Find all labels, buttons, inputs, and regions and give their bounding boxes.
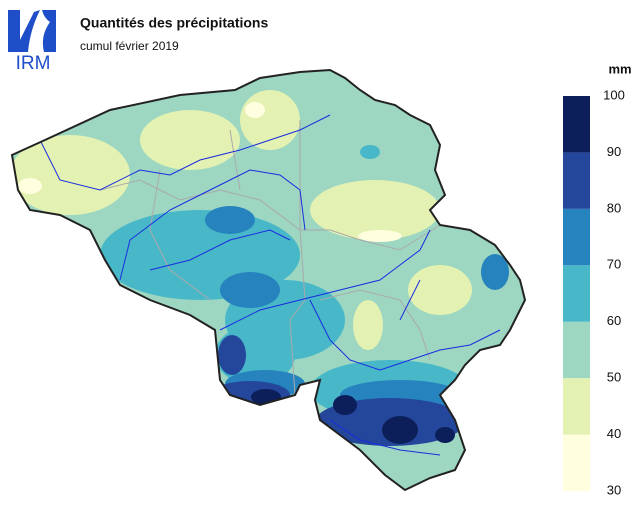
legend-tick-label: 80: [607, 200, 621, 215]
zone: [360, 145, 380, 159]
legend-swatch: [563, 321, 590, 379]
zone: [333, 395, 357, 415]
legend-swatch: [563, 208, 590, 266]
legend-swatch: [563, 265, 590, 322]
zone: [220, 272, 280, 308]
legend-swatch: [563, 378, 590, 435]
subtitle: cumul février 2019: [80, 39, 179, 53]
legend-tick-label: 60: [607, 313, 621, 328]
legend: 30 40 50 60 70 80 90 100: [563, 87, 625, 497]
zone: [218, 335, 246, 375]
zone: [358, 230, 402, 242]
legend-tick-label: 50: [607, 370, 621, 385]
legend-tick-label: 30: [607, 482, 621, 497]
zone: [382, 416, 418, 444]
zone: [353, 300, 383, 350]
legend-tick-label: 70: [607, 257, 621, 272]
zone: [481, 254, 509, 290]
zone: [408, 265, 472, 315]
legend-tick-label: 40: [607, 426, 621, 441]
logo-text: IRM: [16, 53, 51, 74]
rivers: [39, 114, 501, 456]
legend-tick-label: 90: [607, 144, 621, 159]
zone: [240, 90, 300, 150]
legend-swatch: [563, 434, 590, 491]
legend-tick-label: 100: [603, 87, 625, 102]
zone: [140, 110, 240, 170]
legend-swatch: [563, 96, 590, 153]
zone: [245, 102, 265, 118]
zone: [205, 206, 255, 234]
zone: [435, 427, 455, 443]
zone: [18, 178, 42, 194]
legend-swatch: [563, 152, 590, 209]
zone: [310, 180, 440, 240]
legend-unit: mm: [608, 61, 631, 76]
title: Quantités des précipitations: [80, 15, 268, 31]
zone: [12, 135, 130, 215]
province-borders: [99, 120, 441, 396]
logo: IRM: [8, 10, 56, 74]
